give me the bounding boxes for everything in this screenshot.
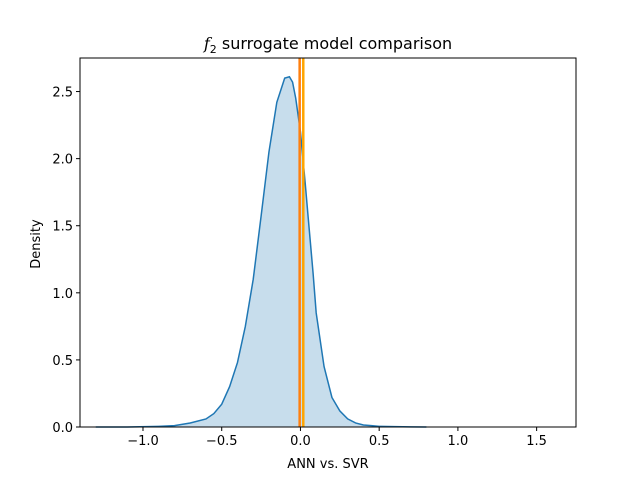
- x-tick-label: 1.5: [526, 434, 547, 449]
- y-tick-label: 1.0: [52, 287, 73, 302]
- y-tick-label: 0.5: [52, 354, 73, 369]
- title-text: surrogate model comparison: [217, 34, 452, 53]
- title-symbol: f: [203, 34, 213, 53]
- title-subscript: 2: [210, 43, 217, 56]
- reference-lines: [298, 58, 305, 427]
- y-tick-label: 2.5: [52, 86, 73, 101]
- y-tick-label: 2.0: [52, 153, 73, 168]
- density-fill: [95, 76, 427, 427]
- y-tick-label: 1.5: [52, 220, 73, 235]
- chart-title: f2 surrogate model comparison: [203, 34, 452, 56]
- x-tick-label: 0.5: [369, 434, 390, 449]
- y-axis-label: Density: [29, 219, 44, 269]
- axes-frame: [79, 57, 577, 428]
- y-axis-ticks: 0.0 0.5 1.0 1.5 2.0 2.5: [52, 86, 80, 436]
- x-tick-label: 1.0: [448, 434, 469, 449]
- y-tick-label: 0.0: [52, 421, 73, 436]
- x-tick-label: 0.0: [290, 434, 311, 449]
- x-tick-label: −0.5: [206, 434, 238, 449]
- plot-area: [95, 58, 427, 428]
- density-line: [95, 75, 427, 428]
- x-tick-label: −1.0: [127, 434, 159, 449]
- x-axis-ticks: −1.0 −0.5 0.0 0.5 1.0 1.5: [127, 427, 547, 449]
- x-axis-label: ANN vs. SVR: [287, 457, 368, 472]
